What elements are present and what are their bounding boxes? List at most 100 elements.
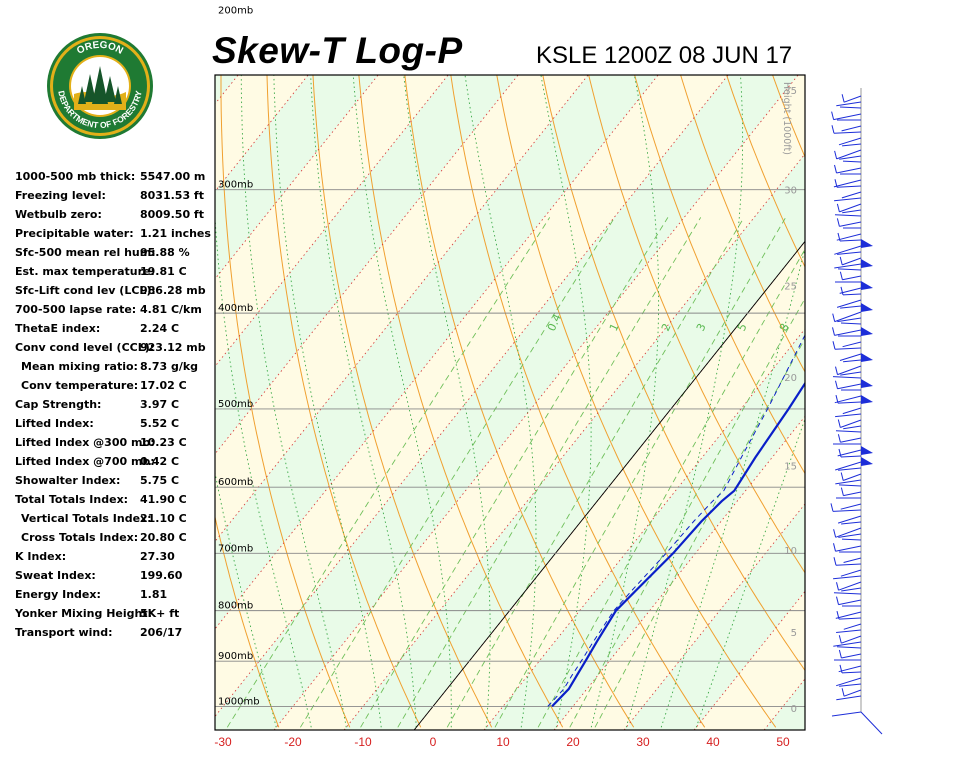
wind-barb [835, 479, 862, 485]
wind-barb [835, 461, 862, 471]
stat-value: 10.23 C [140, 436, 187, 449]
wind-barb [840, 455, 862, 458]
wind-barb-feather [836, 218, 840, 227]
stat-row: Cross Totals Index: 20.80 C [15, 529, 215, 548]
moist-adiabat [695, 417, 805, 728]
mixing-ratio-label: 5 [735, 321, 750, 333]
dry-adiabat [220, 75, 351, 728]
x-tick-label: 20 [566, 735, 580, 749]
pressure-label: 600mb [218, 477, 253, 488]
wind-barb [838, 484, 862, 487]
wind-barb [835, 413, 862, 418]
stat-label: Lifted Index @300 mb: [15, 436, 155, 449]
wind-barb [839, 239, 862, 242]
stat-label: Mean mixing ratio: [21, 360, 138, 373]
wind-barb [837, 251, 862, 255]
wind-barb-feather [837, 232, 841, 242]
mixing-ratio-label: 1 [607, 321, 622, 333]
x-tick-label: -30 [214, 735, 232, 749]
wind-barb-feather [834, 164, 837, 174]
stat-label: Total Totals Index: [15, 493, 129, 506]
x-tick-label: -10 [354, 735, 372, 749]
wind-barb-feather [835, 394, 839, 404]
stat-label: Transport wind: [15, 626, 113, 639]
stat-value: 5K+ ft [140, 607, 180, 620]
wind-barb [838, 581, 862, 591]
pressure-label: 700mb [218, 543, 253, 554]
stat-value: 20.80 C [140, 531, 187, 544]
wind-barb [840, 437, 862, 443]
moist-adiabat [352, 75, 452, 728]
station-time-label: KSLE 1200Z 08 JUN 17 [536, 42, 793, 69]
isotherm-guide [343, 153, 805, 730]
stat-value: 95.88 % [140, 246, 190, 259]
mixing-ratio-label: 3 [694, 321, 709, 333]
stat-value: 1.81 [140, 588, 168, 601]
dry-adiabat [588, 75, 805, 574]
wind-barb-feather [840, 472, 844, 481]
mixing-ratio-line [300, 217, 616, 728]
dry-adiabat [680, 75, 805, 373]
stat-row: Sweat Index: 199.60 [15, 567, 215, 586]
mixing-ratio-line [537, 248, 805, 728]
moist-adiabat [240, 75, 347, 728]
stat-label: Yonker Mixing Height: [15, 607, 152, 620]
stat-row: Mean mixing ratio: 8.73 g/kg [15, 358, 215, 377]
stat-label: Est. max temperature: [15, 265, 155, 278]
wind-barb [834, 197, 862, 202]
height-tick-label: 20 [784, 373, 797, 384]
isotherm-band [215, 75, 519, 454]
x-tick-label: 10 [496, 735, 510, 749]
wind-barb [837, 268, 862, 271]
isotherm-guide [623, 503, 805, 730]
wind-barb [841, 653, 862, 659]
wind-barb-feather [834, 179, 838, 188]
wind-pennant [861, 327, 873, 336]
wind-barb [835, 563, 862, 566]
wind-barb-feather [836, 596, 839, 605]
wind-barb [843, 623, 862, 630]
isotherm-guide [483, 328, 805, 730]
x-tick-label: 40 [706, 735, 720, 749]
moist-adiabat [590, 75, 660, 728]
wind-barb [841, 538, 862, 541]
wind-barb [842, 275, 862, 281]
stat-value: 21.10 C [140, 512, 187, 525]
stat-label: Lifted Index @700 mb: [15, 455, 155, 468]
wind-barb [841, 521, 862, 525]
wind-barb [836, 185, 862, 188]
stat-label: Freezing level: [15, 189, 106, 202]
stat-row: 700-500 lapse rate: 4.81 C/km [15, 301, 215, 320]
wind-barb [833, 131, 862, 134]
wind-barb [839, 287, 862, 294]
dry-adiabat [726, 75, 805, 269]
height-tick-label: 30 [784, 186, 797, 197]
stat-value: 923.12 mb [140, 341, 206, 354]
wind-barb [839, 683, 862, 687]
wind-barb [833, 641, 862, 647]
stat-label: Conv temperature: [21, 379, 139, 392]
stat-label: Cap Strength: [15, 398, 102, 411]
isotherm-guide [553, 415, 805, 730]
wind-barb [841, 671, 862, 674]
wind-barb [840, 322, 862, 325]
stat-label: 1000-500 mb thick: [15, 170, 136, 183]
wind-barb [834, 347, 862, 350]
wind-barb-feather [837, 419, 841, 428]
isotherm-guide [273, 75, 799, 730]
pressure-label: 200mb [218, 6, 253, 17]
dry-adiabat [404, 75, 635, 728]
wind-barb [834, 311, 862, 323]
wind-barb [838, 467, 862, 471]
stat-row: Sfc-500 mean rel hum: 95.88 % [15, 244, 215, 263]
stat-label: 700-500 lapse rate: [15, 303, 137, 316]
wind-pennant [861, 239, 873, 248]
moist-adiabat [403, 75, 491, 728]
wind-barb-feather [833, 557, 837, 566]
wind-barb [842, 257, 862, 266]
wind-barb-feather [831, 111, 835, 120]
wind-barb [836, 101, 862, 107]
stat-value: 17.02 C [140, 379, 187, 392]
stat-value: 5547.00 m [140, 170, 206, 183]
stability-indices-panel: 1000-500 mb thick: 5547.00 m Freezing leve… [15, 168, 215, 643]
